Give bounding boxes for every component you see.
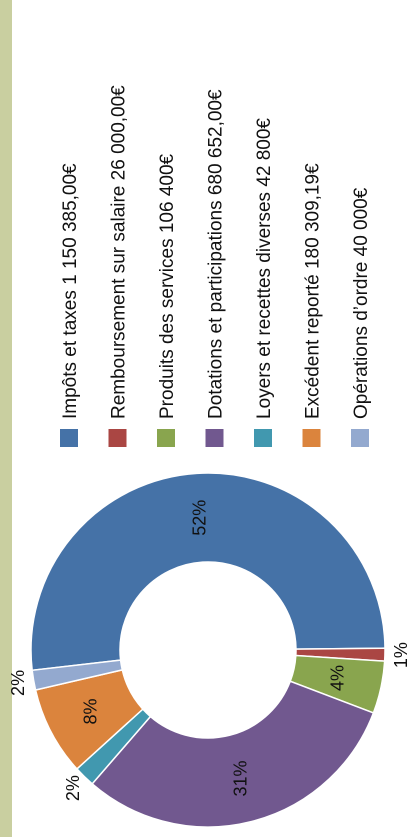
legend-swatch-4 xyxy=(205,429,224,447)
donut-slice-7 xyxy=(31,659,124,691)
legend-swatch-7 xyxy=(351,429,369,447)
percent-label-1: 52% xyxy=(190,500,210,536)
percent-label-6: 8% xyxy=(81,698,101,724)
legend-swatch-2 xyxy=(108,429,127,447)
legend-swatch-6 xyxy=(302,429,321,447)
percent-labels: 52% 1% 4% 31% 2% 8% 2% xyxy=(8,500,411,801)
donut-slice-1 xyxy=(30,472,386,672)
legend-label-7: Opérations d’ordre 40 000€ xyxy=(351,187,372,419)
percent-label-3: 4% xyxy=(327,665,347,691)
legend-label-2: Remboursement sur salaire 26 000,00€ xyxy=(109,85,130,419)
donut-slices xyxy=(30,472,386,828)
legend-label-6: Excédent reporté 180 309,19€ xyxy=(303,163,324,419)
legend: Impôts et taxes 1 150 385,00€ Rembourseme… xyxy=(60,85,372,447)
legend-swatch-3 xyxy=(157,429,175,447)
percent-label-4: 31% xyxy=(230,760,250,796)
legend-label-3: Produits des services 106 400€ xyxy=(157,153,178,419)
legend-label-4: Dotations et participations 680 652,00€ xyxy=(206,89,227,419)
legend-label-5: Loyers et recettes diverses 42 800€ xyxy=(254,118,275,419)
donut-slice-4 xyxy=(91,680,375,828)
legend-swatch-5 xyxy=(254,429,272,447)
legend-label-1: Impôts et taxes 1 150 385,00€ xyxy=(60,163,81,419)
percent-label-2: 1% xyxy=(391,642,411,668)
legend-swatch-1 xyxy=(60,429,78,447)
percent-label-7: 2% xyxy=(8,670,28,696)
percent-label-5: 2% xyxy=(63,775,83,801)
